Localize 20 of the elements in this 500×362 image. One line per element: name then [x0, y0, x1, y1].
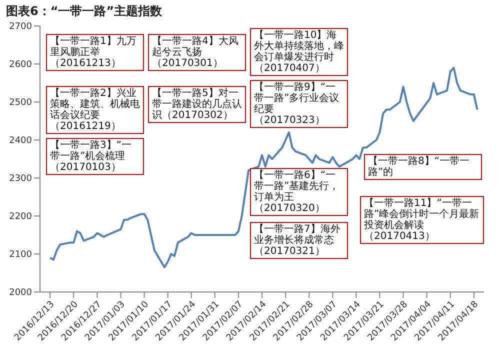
annotation: 【一带一路6】“一带一路”基建先行，订单为王（20170320）	[250, 168, 348, 216]
y-tick-label: 2500	[9, 98, 32, 108]
annotation: 【一带一路2】兴业策略、建筑、机械电话会议纪要（20161219）	[46, 86, 144, 134]
y-tick-label: 2300	[9, 174, 32, 184]
y-tick-label: 2100	[9, 250, 32, 260]
annotation: 【一带一路8】“一带一路”的	[364, 154, 482, 180]
annotation: 【一带一路11】“一带一路”峰会倒计时一个月最新投资机会解读（20170413）	[360, 196, 484, 244]
y-tick-label: 2700	[9, 22, 32, 32]
y-tick-label: 2000	[9, 288, 32, 298]
annotation: 【一带一路9】“一带一路”多行业会议纪要（20170323）	[250, 80, 348, 128]
annotation: 【一带一路7】海外业务增长将成常态（20170321）	[250, 222, 348, 259]
annotation: 【一带一路10】海外大单持续落地，峰会订单爆发进行时（20170407）	[250, 28, 348, 76]
y-tick-label: 2400	[9, 136, 32, 146]
y-tick-label: 2600	[9, 60, 32, 70]
annotation: 【一带一路5】对一带一路建设的几点认识（20170302）	[148, 86, 246, 123]
chart-title: 图表6：“一带一路”主题指数	[6, 3, 162, 20]
annotation: 【一带一路4】大风起兮云飞扬（20170301）	[148, 34, 246, 71]
annotation: 【一带一路3】“一带一路”机会梳理（20170103）	[46, 138, 144, 175]
y-tick-label: 2200	[9, 212, 32, 222]
annotation: 【一带一路1】九万里风鹏正举（20161213）	[46, 34, 144, 71]
